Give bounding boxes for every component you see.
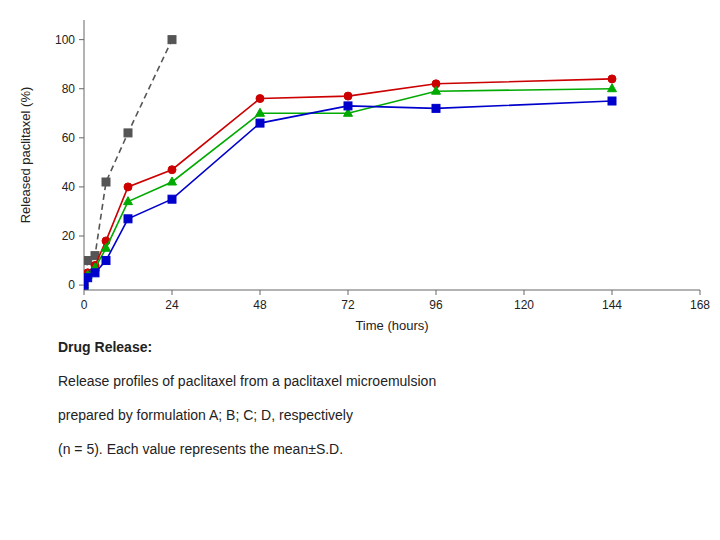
point xyxy=(608,84,617,92)
series xyxy=(84,84,617,288)
caption: Drug Release: Release profiles of paclita… xyxy=(58,339,436,457)
series xyxy=(84,97,616,289)
x-tick-label: 0 xyxy=(81,298,88,312)
y-tick xyxy=(79,137,84,138)
point xyxy=(124,215,132,223)
caption-line: Release profiles of paclitaxel from a pa… xyxy=(58,373,436,389)
y-axis-line xyxy=(84,20,85,290)
point xyxy=(102,243,111,251)
point xyxy=(608,97,616,105)
y-tick-label: 60 xyxy=(62,131,76,145)
x-tick-label: 120 xyxy=(514,298,534,312)
caption-line: Drug Release: xyxy=(58,339,152,355)
y-tick xyxy=(79,236,84,237)
y-tick-label: 20 xyxy=(62,229,76,243)
point xyxy=(344,102,352,110)
y-tick-label: 0 xyxy=(68,278,75,292)
point xyxy=(168,166,176,174)
series-line xyxy=(84,40,172,285)
chart: 0 24 48 72 96 120 144 168 0 20 40 60 80 100 Time (hour… xyxy=(0,0,720,540)
x-tick-label: 168 xyxy=(690,298,710,312)
x-tick-label: 24 xyxy=(165,298,179,312)
point xyxy=(84,281,88,289)
x-tick xyxy=(84,290,85,295)
y-tick xyxy=(79,39,84,40)
y-tick-label: 100 xyxy=(55,33,75,47)
x-tick xyxy=(700,290,701,295)
plot-area xyxy=(84,36,617,289)
series-line xyxy=(84,89,612,285)
point xyxy=(256,95,264,103)
x-tick xyxy=(172,290,173,295)
caption-line: (n = 5). Each value represents the mean±… xyxy=(58,441,343,457)
series xyxy=(84,36,176,289)
x-tick-label: 144 xyxy=(602,298,622,312)
point xyxy=(91,269,99,277)
point xyxy=(124,129,132,137)
x-tick xyxy=(348,290,349,295)
caption-line: prepared by formulation A; B; C; D, resp… xyxy=(58,407,353,423)
y-tick xyxy=(79,186,84,187)
point xyxy=(168,195,176,203)
y-tick-label: 80 xyxy=(62,82,76,96)
x-tick xyxy=(260,290,261,295)
point xyxy=(432,86,441,94)
x-axis-line xyxy=(84,290,700,291)
x-tick xyxy=(436,290,437,295)
series xyxy=(84,75,616,289)
y-tick xyxy=(79,88,84,89)
point xyxy=(432,104,440,112)
point xyxy=(124,183,132,191)
point xyxy=(256,108,265,116)
x-tick-label: 96 xyxy=(429,298,443,312)
point xyxy=(102,178,110,186)
y-tick-label: 40 xyxy=(62,180,76,194)
y-tick xyxy=(79,285,84,286)
point xyxy=(124,197,133,205)
point xyxy=(84,281,88,289)
y-axis-label: Released paclitaxel (%) xyxy=(18,87,33,224)
series-line xyxy=(84,79,612,285)
point xyxy=(256,119,264,127)
axes: 0 24 48 72 96 120 144 168 0 20 40 60 80 100 xyxy=(55,20,710,312)
x-tick xyxy=(612,290,613,295)
point xyxy=(168,36,176,44)
x-axis-label: Time (hours) xyxy=(355,318,428,333)
x-tick xyxy=(524,290,525,295)
point xyxy=(102,257,110,265)
point xyxy=(168,177,177,185)
point xyxy=(84,281,88,289)
point xyxy=(608,75,616,83)
series-line xyxy=(84,101,612,285)
x-tick-label: 72 xyxy=(341,298,355,312)
x-tick-label: 48 xyxy=(253,298,267,312)
point xyxy=(344,92,352,100)
